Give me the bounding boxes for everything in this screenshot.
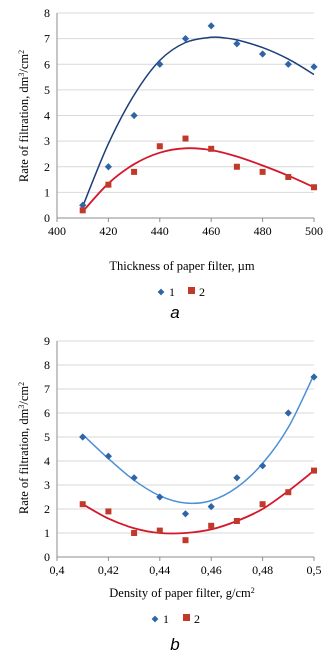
chart-a: 0 1 2 3 4 5 6 7 8 400 420 440 460 480 500 Rate of filt… [17,6,324,322]
legend-a: 1 2 [157,285,205,299]
data-point-b-series-1 [79,433,87,441]
data-point-a-series-1 [259,50,267,58]
x-tick-label-a: 440 [151,224,169,238]
y-tick-label-b: 2 [44,502,50,516]
data-point-b-series-1 [130,474,138,482]
x-tick-label-b: 0,42 [98,563,119,577]
y-axis-label-a: Rate of filtration, dm3/cm2 [17,50,32,182]
y-tick-label-b: 0 [44,550,50,564]
y-axis-label-b: Rate of filtration, dm3/cm2 [17,382,32,514]
data-point-b-series-1 [207,503,215,511]
data-point-b-series-2 [259,501,266,508]
legend-a-marker-2 [188,287,195,294]
data-point-a-series-1 [130,111,138,120]
legend-a-label-2: 2 [199,285,205,299]
y-tick-label-a: 8 [44,6,50,20]
data-point-b-series-1 [284,409,292,417]
data-point-b-series-2 [105,508,112,515]
data-point-b-series-1 [181,510,190,518]
panel-label-a: a [170,303,179,322]
trendline-a-series-1 [82,36,315,207]
x-tick-label-b: 0,46 [201,563,222,577]
data-point-a-series-2 [105,181,112,188]
y-tick-label-b: 8 [44,358,50,372]
x-tick-label-a: 500 [305,224,323,238]
chart-b: 0 1 2 3 4 5 6 7 8 9 0,4 0,42 0,44 0,46 0,48 0,5 Rate of… [17,334,322,654]
y-tick-label-b: 6 [44,406,50,420]
y-tick-label-b: 4 [44,454,50,468]
data-point-b-series-1 [156,493,164,501]
legend-b: 1 2 [151,612,200,626]
data-point-a-series-1 [310,63,318,71]
data-point-b-series-2 [285,489,292,496]
data-point-b-series-2 [79,501,86,508]
x-tick-label-a: 460 [202,224,220,238]
data-point-a-series-2 [131,168,138,175]
data-point-a-series-1 [284,60,292,68]
legend-b-marker-1 [151,615,159,623]
data-point-b-series-1 [310,373,318,381]
data-point-b-series-1 [104,452,112,460]
x-tick-label-a: 480 [254,224,272,238]
y-tick-label-a: 1 [44,185,50,199]
x-tick-label-b: 0,4 [50,563,65,577]
data-point-b-series-2 [156,527,163,534]
legend-b-label-2: 2 [194,612,200,626]
y-tick-label-a: 2 [44,160,50,174]
trendline-a-series-2 [82,147,315,213]
trendline-b-series-2 [82,469,315,535]
data-point-a-series-1 [233,40,241,48]
data-point-b-series-1 [259,462,267,470]
y-tick-label-a: 6 [44,57,50,71]
y-tick-label-a: 0 [44,211,50,225]
x-tick-label-b: 0,5 [307,563,322,577]
y-tick-label-b: 3 [44,478,50,492]
data-point-a-series-2 [311,184,317,191]
y-tick-label-b: 5 [44,430,50,444]
y-tick-label-a: 5 [44,83,50,97]
y-tick-label-a: 4 [44,109,50,123]
legend-b-marker-2 [183,614,190,621]
data-point-a-series-2 [182,135,189,142]
data-point-a-series-2 [79,207,86,214]
legend-b-label-1: 1 [163,612,169,626]
data-point-b-series-2 [131,530,138,536]
data-point-a-series-2 [208,145,215,152]
legend-a-label-1: 1 [169,285,175,299]
x-tick-label-b: 0,48 [252,563,273,577]
data-point-b-series-2 [182,537,189,544]
data-point-b-series-2 [233,518,240,524]
data-point-a-series-1 [156,60,164,68]
x-tick-label-b: 0,44 [149,563,170,577]
panel-label-b: b [170,635,179,654]
data-point-a-series-1 [207,22,215,30]
data-point-b-series-2 [208,522,215,529]
y-tick-label-b: 7 [44,382,50,396]
legend-a-marker-1 [157,288,165,296]
data-point-b-series-2 [311,467,317,474]
data-point-a-series-2 [233,163,240,170]
x-axis-label-b: Density of paper filter, g/cm2 [109,586,254,601]
data-point-a-series-2 [259,168,266,175]
x-tick-label-a: 420 [99,224,117,238]
x-tick-label-a: 400 [48,224,66,238]
y-tick-label-b: 9 [44,334,50,348]
data-point-a-series-1 [181,35,190,43]
y-tick-label-a: 7 [44,32,50,46]
data-point-a-series-1 [79,201,87,209]
data-point-a-series-2 [156,143,163,150]
trendline-b-series-1 [82,374,315,505]
data-point-b-series-1 [233,474,241,482]
data-point-a-series-2 [285,174,292,180]
y-tick-label-b: 1 [44,526,50,540]
y-tick-label-a: 3 [44,134,50,148]
data-point-a-series-1 [104,163,112,171]
x-axis-label-a: Thickness of paper filter, µm [109,259,254,273]
